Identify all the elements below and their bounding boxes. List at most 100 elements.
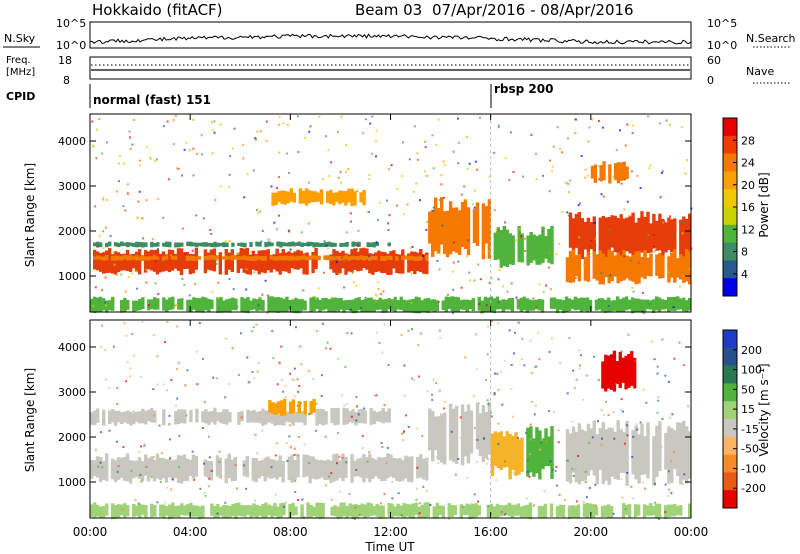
heatmap-cell	[622, 432, 626, 473]
heatmap-cell	[401, 249, 405, 274]
heatmap-cell	[366, 502, 370, 517]
heatmap-cell	[278, 255, 282, 261]
heatmap-cell	[486, 297, 491, 313]
heatmap-cell	[228, 173, 231, 176]
heatmap-cell	[333, 408, 337, 426]
heatmap-cell	[293, 395, 296, 398]
heatmap-cell	[236, 305, 239, 308]
heatmap-cell	[615, 361, 619, 384]
heatmap-cell	[601, 126, 604, 129]
heatmap-cell	[170, 378, 173, 381]
heatmap-cell	[372, 506, 376, 516]
heatmap-cell	[594, 244, 597, 247]
heatmap-cell	[230, 255, 234, 261]
heatmap-cell	[227, 256, 231, 260]
heatmap-cell	[93, 242, 97, 247]
heatmap-cell	[303, 300, 307, 311]
heatmap-cell	[364, 118, 367, 121]
heatmap-cell	[345, 231, 348, 234]
nsearch-tick-bottom: 10^0	[707, 39, 737, 52]
heatmap-cell	[600, 506, 605, 518]
colorbar-tick-label: -50	[741, 443, 759, 456]
heatmap-cell	[131, 333, 134, 336]
heatmap-cell	[345, 299, 349, 310]
heatmap-cell	[168, 504, 172, 520]
heatmap-cell	[260, 256, 264, 261]
heatmap-cell	[664, 511, 667, 514]
heatmap-cell	[242, 248, 246, 273]
heatmap-cell	[612, 175, 615, 178]
heatmap-cell	[131, 253, 136, 269]
heatmap-cell	[175, 304, 178, 306]
heatmap-cell	[632, 290, 635, 293]
heatmap-cell	[444, 416, 447, 419]
heatmap-cell	[594, 299, 599, 311]
heatmap-cell	[425, 174, 428, 177]
heatmap-cell	[362, 255, 366, 261]
heatmap-cell	[652, 213, 656, 249]
heatmap-cell	[202, 357, 204, 360]
heatmap-cell	[457, 141, 460, 144]
heatmap-cell	[557, 441, 560, 444]
heatmap-cell	[162, 242, 166, 247]
heatmap-cell	[483, 251, 485, 254]
heatmap-cell	[477, 263, 480, 266]
heatmap-cell	[152, 334, 155, 336]
heatmap-cell	[443, 412, 447, 465]
heatmap-cell	[278, 151, 280, 154]
heatmap-cell	[345, 461, 348, 464]
heatmap-cell	[337, 310, 340, 313]
heatmap-cell	[474, 427, 476, 430]
heatmap-cell	[339, 490, 341, 493]
heatmap-cell	[497, 229, 500, 232]
heatmap-cell	[653, 250, 656, 253]
heatmap-cell	[93, 502, 97, 518]
heatmap-cell	[102, 256, 106, 261]
heatmap-cell	[261, 503, 265, 518]
heatmap-cell	[145, 199, 148, 202]
heatmap-cell	[204, 242, 208, 247]
heatmap-cell	[392, 457, 396, 479]
heatmap-cell	[333, 505, 337, 517]
heatmap-cell	[327, 149, 330, 152]
heatmap-cell	[609, 354, 614, 390]
heatmap-cell	[119, 254, 124, 271]
heatmap-cell	[497, 126, 500, 129]
heatmap-cell	[363, 407, 366, 410]
heatmap-cell	[280, 190, 284, 205]
heatmap-cell	[616, 218, 620, 259]
heatmap-cell	[154, 260, 157, 263]
heatmap-cell	[463, 185, 466, 188]
heatmap-cell	[410, 301, 413, 304]
heatmap-cell	[508, 434, 512, 480]
heatmap-cell	[407, 426, 410, 428]
heatmap-cell	[383, 256, 387, 261]
heatmap-cell	[449, 453, 452, 456]
heatmap-cell	[143, 454, 148, 476]
heatmap-cell	[278, 123, 281, 126]
heatmap-cell	[552, 297, 557, 309]
heatmap-cell	[507, 298, 512, 310]
heatmap-cell	[125, 255, 130, 261]
heatmap-cell	[293, 460, 297, 481]
heatmap-cell	[654, 296, 659, 311]
heatmap-cell	[181, 174, 184, 177]
heatmap-cell	[532, 297, 535, 300]
heatmap-cell	[137, 502, 140, 505]
heatmap-cell	[540, 299, 545, 313]
heatmap-cell	[555, 484, 558, 487]
heatmap-cell	[210, 233, 213, 235]
heatmap-cell	[467, 239, 470, 242]
heatmap-cell	[141, 408, 145, 424]
heatmap-cell	[618, 352, 622, 388]
heatmap-cell	[520, 357, 523, 360]
heatmap-cell	[648, 167, 651, 170]
heatmap-cell	[99, 296, 103, 312]
heatmap-cell	[116, 440, 118, 443]
heatmap-cell	[141, 504, 145, 515]
heatmap-cell	[426, 297, 430, 313]
heatmap-cell	[511, 235, 515, 265]
heatmap-cell	[621, 496, 624, 499]
heatmap-cell	[310, 191, 315, 203]
heatmap-cell	[510, 388, 513, 391]
